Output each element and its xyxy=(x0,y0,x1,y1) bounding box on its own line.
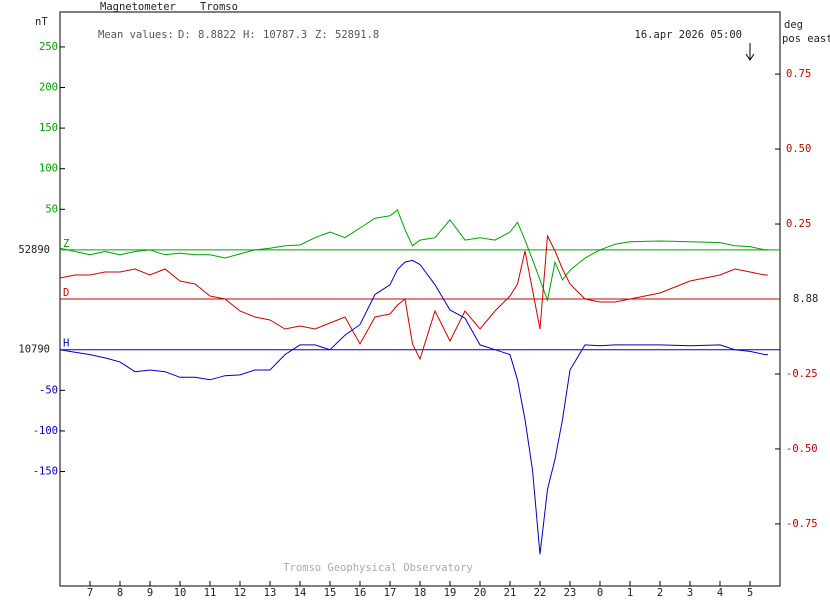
y-tick-label: 52890 xyxy=(18,244,50,256)
x-tick-label: 22 xyxy=(534,587,547,599)
x-tick-label: 8 xyxy=(117,587,123,599)
y2-tick-label: 8.88 xyxy=(793,293,818,305)
x-tick-label: 7 xyxy=(87,587,93,599)
y2-tick-label: -0.75 xyxy=(786,518,818,530)
x-tick-label: 17 xyxy=(384,587,397,599)
y2-tick-label: 0.25 xyxy=(786,218,811,230)
series-line xyxy=(59,209,768,303)
y-tick-label: 150 xyxy=(39,122,58,134)
series-line xyxy=(59,234,768,361)
x-tick-label: 19 xyxy=(444,587,457,599)
series-name: Z xyxy=(63,238,69,250)
mean-value-name: Z: xyxy=(315,29,328,41)
x-tick-label: 15 xyxy=(324,587,337,599)
footer: Tromso Geophysical Observatory xyxy=(283,562,473,574)
mean-values-label: Mean values: xyxy=(98,29,174,41)
x-tick-label: 23 xyxy=(564,587,577,599)
y2-tick-label: -0.25 xyxy=(786,368,818,380)
x-tick-label: 2 xyxy=(657,587,663,599)
x-tick-label: 18 xyxy=(414,587,427,599)
station-name: Tromso xyxy=(200,1,238,13)
x-tick-label: 4 xyxy=(717,587,723,599)
series-name: D xyxy=(63,287,69,299)
x-tick-label: 13 xyxy=(264,587,277,599)
mean-value: 52891.8 xyxy=(335,29,379,41)
y-tick-label: 100 xyxy=(39,163,58,175)
y-tick-label: -50 xyxy=(39,384,58,396)
x-tick-label: 11 xyxy=(204,587,217,599)
y-tick-label: 50 xyxy=(45,203,58,215)
series-name: H xyxy=(63,338,69,350)
x-tick-label: 1 xyxy=(627,587,633,599)
x-tick-label: 16 xyxy=(354,587,367,599)
mean-value-name: H: xyxy=(243,29,256,41)
x-tick-label: 3 xyxy=(687,587,693,599)
y-tick-label: -150 xyxy=(33,466,58,478)
y2-tick-label: 0.75 xyxy=(786,68,811,80)
x-tick-label: 10 xyxy=(174,587,187,599)
y-tick-label: 10790 xyxy=(18,344,50,356)
x-tick-label: 9 xyxy=(147,587,153,599)
x-tick-label: 21 xyxy=(504,587,517,599)
series-line xyxy=(59,259,768,555)
right-axis-label: deg xyxy=(784,19,803,31)
x-tick-label: 14 xyxy=(294,587,307,599)
y-tick-label: 200 xyxy=(39,82,58,94)
y-tick-label: 250 xyxy=(39,41,58,53)
x-tick-label: 0 xyxy=(597,587,603,599)
left-axis-label: nT xyxy=(35,16,48,28)
chart-title: Magnetometer xyxy=(100,1,176,13)
x-tick-label: 20 xyxy=(474,587,487,599)
time-marker-arrowhead xyxy=(745,53,755,61)
mean-value: 10787.3 xyxy=(263,29,307,41)
y2-tick-label: -0.50 xyxy=(786,443,818,455)
time-marker-label: 16.apr 2026 05:00 xyxy=(635,29,742,41)
y2-tick-label: 0.50 xyxy=(786,143,811,155)
x-tick-label: 5 xyxy=(747,587,753,599)
mean-value: 8.8822 xyxy=(198,29,236,41)
y-tick-label: -100 xyxy=(33,425,58,437)
mean-value-name: D: xyxy=(178,29,191,41)
right-axis-label: pos east xyxy=(782,33,830,45)
x-tick-label: 12 xyxy=(234,587,247,599)
